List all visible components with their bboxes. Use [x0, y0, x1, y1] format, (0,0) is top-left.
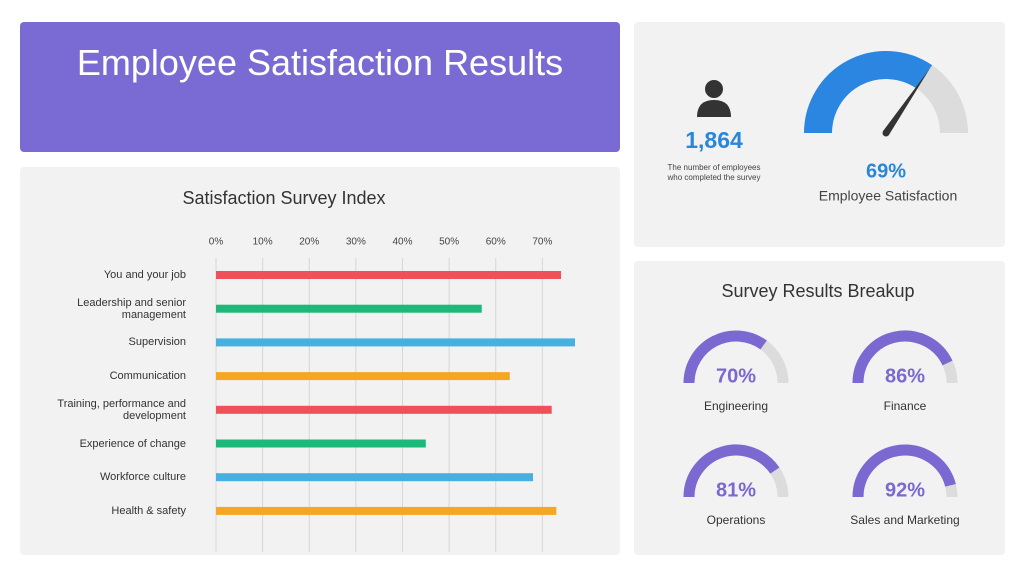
gauge-label: Finance [884, 399, 927, 413]
breakup-card [634, 261, 1005, 555]
bar [216, 439, 426, 448]
gauge-label: Employee Satisfaction [819, 188, 958, 204]
y-tick-label: Supervision [128, 336, 186, 349]
gauge-value: 81% [716, 479, 756, 501]
chart-title: Satisfaction Survey Index [182, 188, 385, 208]
gauge-fill [683, 330, 767, 384]
person-icon [697, 80, 731, 117]
gauge-label: Engineering [704, 399, 768, 413]
gauge-fill [852, 444, 956, 498]
y-tick-label: Training, performance and development [57, 397, 186, 422]
x-tick-label: 60% [486, 237, 506, 248]
y-tick-label: Workforce culture [100, 471, 186, 484]
gauge-label: Operations [707, 513, 766, 527]
gauge-fill [683, 444, 780, 498]
gauge-fill [852, 330, 953, 384]
y-tick-label: Communication [109, 370, 186, 383]
header-title: Employee Satisfaction Results [76, 42, 564, 83]
x-tick-label: 20% [299, 237, 319, 248]
gauge-value: 70% [716, 365, 756, 387]
gauge-value: 69% [866, 160, 906, 182]
y-tick-label: Experience of change [79, 437, 186, 450]
gauge-value: 92% [885, 479, 925, 501]
chart-title: Survey Results Breakup [721, 281, 914, 301]
bar [216, 338, 575, 347]
gauge-needle [883, 68, 930, 135]
employee-count: 1,864 [685, 127, 743, 153]
x-tick-label: 70% [532, 237, 552, 248]
y-tick-label: Health & safety [111, 504, 186, 517]
x-tick-label: 30% [346, 237, 366, 248]
bar-card [20, 167, 620, 555]
count-caption: The number of employees who completed th… [667, 163, 761, 182]
needle-hub [882, 129, 890, 137]
y-tick-label: Leadership and senior management [77, 296, 186, 321]
x-tick-label: 50% [439, 237, 459, 248]
gauge-label: Sales and Marketing [850, 513, 959, 527]
bar [216, 304, 482, 313]
gauge-fill [804, 51, 933, 134]
bar [216, 271, 562, 279]
header-card [20, 22, 620, 152]
x-tick-label: 0% [209, 237, 224, 248]
bar [216, 372, 510, 381]
bar [216, 506, 557, 515]
x-tick-label: 40% [392, 237, 412, 248]
y-tick-label: You and your job [103, 269, 186, 281]
x-tick-label: 10% [253, 237, 273, 248]
bar [216, 405, 552, 414]
bar [216, 473, 534, 482]
gauge-value: 86% [885, 365, 925, 387]
